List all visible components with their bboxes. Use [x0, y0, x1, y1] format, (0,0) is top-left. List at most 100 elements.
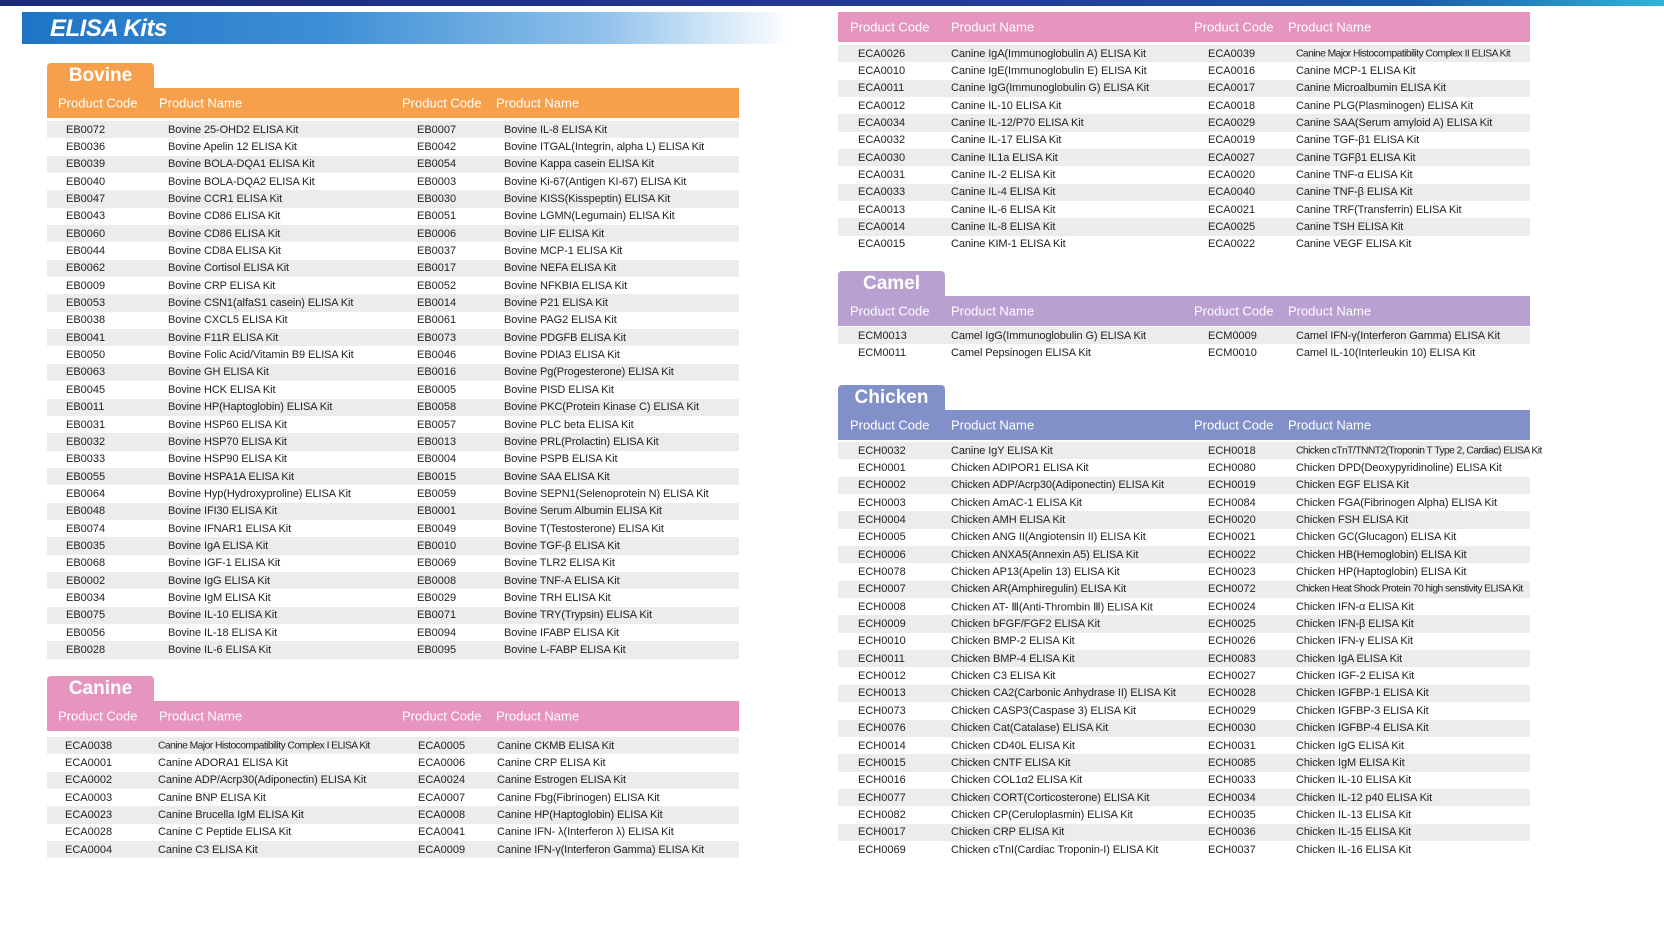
product-name: Chicken HP(Haptoglobin) ELISA Kit [1296, 566, 1467, 579]
product-code: ECA0034 [858, 117, 906, 130]
product-code: ECH0013 [858, 687, 906, 700]
table-row: EB0041 Bovine F11R ELISA Kit EB0073 Bovine … [47, 329, 739, 347]
canine-cont-header-name-2: Product Name [1288, 19, 1372, 35]
product-code: ECH0028 [1208, 687, 1256, 700]
product-code: ECA0004 [65, 843, 113, 856]
camel-header-code-2: Product Code [1194, 303, 1274, 319]
table-row: EB0044 Bovine CD8A ELISA Kit EB0037 Bovine … [47, 242, 739, 259]
product-code: ECA0020 [1208, 169, 1256, 182]
product-name: Chicken Cat(Catalase) ELISA Kit [951, 722, 1109, 735]
product-code: ECH0034 [1208, 791, 1256, 804]
table-row: ECA0012 Canine IL-10 ELISA Kit ECA0018 Cani… [838, 97, 1530, 114]
product-name: Chicken CORT(Corticosterone) ELISA Kit [951, 791, 1150, 804]
product-code: EB0034 [66, 591, 106, 604]
product-name: Bovine F11R ELISA Kit [168, 331, 279, 344]
table-row: EB0034 Bovine IgM ELISA Kit EB0029 Bovine T… [47, 589, 739, 606]
product-code: ECA0014 [858, 221, 906, 234]
product-name: Bovine PLC beta ELISA Kit [504, 418, 634, 431]
product-name: Bovine HSP70 ELISA Kit [168, 435, 287, 448]
product-code: ECH0010 [858, 635, 906, 648]
product-name: Bovine NEFA ELISA Kit [504, 262, 617, 275]
product-name: Canine IL-8 ELISA Kit [951, 221, 1056, 234]
product-name: Chicken CD40L ELISA Kit [951, 739, 1075, 752]
camel-header-name-2: Product Name [1288, 303, 1372, 319]
product-name: Bovine PDIA3 ELISA Kit [504, 349, 620, 362]
product-code: ECA0011 [858, 82, 905, 95]
table-row: ECH0008 Chicken AT- Ⅲ(Anti-Thrombin Ⅲ) EL… [838, 598, 1530, 615]
table-row: ECH0002 Chicken ADP/Acrp30(Adiponectin) E… [838, 476, 1530, 495]
chicken-header-name-1: Product Name [951, 417, 1035, 433]
product-name: Chicken IL-10 ELISA Kit [1296, 774, 1412, 787]
table-row: EB0063 Bovine GH ELISA Kit EB0016 Bovine Pg… [47, 363, 739, 382]
product-code: EB0072 [66, 123, 106, 136]
product-name: Chicken COL1α2 ELISA Kit [951, 774, 1083, 787]
product-code: ECH0026 [1208, 635, 1256, 648]
canine-table: ECA0038 Canine Major Histocompatibility C… [47, 737, 739, 859]
product-code: EB0010 [417, 539, 457, 552]
product-name: Chicken IGFBP-4 ELISA Kit [1296, 722, 1429, 735]
bovine-header-code-2: Product Code [402, 95, 482, 111]
product-code: ECH0036 [1208, 826, 1256, 839]
product-name: Bovine IFI30 ELISA Kit [168, 505, 278, 518]
camel-header-code-1: Product Code [850, 303, 930, 319]
product-name: Canine C Peptide ELISA Kit [158, 826, 292, 839]
product-name: Canine SAA(Serum amyloid A) ELISA Kit [1296, 117, 1493, 130]
product-code: ECH0022 [1208, 548, 1256, 561]
product-code: ECH0003 [858, 496, 906, 509]
table-row: EB0053 Bovine CSN1(alfaS1 casein) ELISA K… [47, 294, 739, 312]
product-code: EB0073 [417, 331, 457, 344]
table-row: ECA0014 Canine IL-8 ELISA Kit ECA0025 Canin… [838, 218, 1530, 236]
table-row: EB0002 Bovine IgG ELISA Kit EB0008 Bovine T… [47, 571, 739, 590]
product-code: EB0009 [66, 279, 106, 292]
product-name: Chicken CASP3(Caspase 3) ELISA Kit [951, 704, 1136, 717]
canine-cont-header-code-2: Product Code [1194, 19, 1274, 35]
table-row: EB0075 Bovine IL-10 ELISA Kit EB0071 Bovine… [47, 606, 739, 624]
product-code: EB0043 [66, 210, 106, 223]
table-row: ECA0038 Canine Major Histocompatibility C… [47, 737, 739, 755]
product-name: Canine IFN-γ(Interferon Gamma) ELISA Kit [497, 843, 704, 856]
product-code: EB0057 [417, 418, 457, 431]
product-code: EB0075 [66, 609, 106, 622]
product-code: ECA0023 [65, 809, 113, 822]
table-row: EB0043 Bovine CD86 ELISA Kit EB0051 Bovine … [47, 208, 739, 225]
product-code: EB0008 [417, 574, 457, 587]
product-code: EB0032 [66, 435, 106, 448]
product-name: Bovine LGMN(Legumain) ELISA Kit [504, 210, 675, 223]
product-name: Chicken EGF ELISA Kit [1296, 479, 1409, 492]
product-name: Bovine IL-6 ELISA Kit [168, 643, 272, 656]
product-name: Bovine TNF-A ELISA Kit [504, 574, 620, 587]
product-name: Bovine PISD ELISA Kit [504, 383, 614, 396]
table-row: EB0062 Bovine Cortisol ELISA Kit EB0017 Bov… [47, 259, 739, 278]
product-code: EB0011 [66, 401, 105, 414]
table-row: ECA0028 Canine C Peptide ELISA Kit ECA0041… [47, 824, 739, 841]
table-row: ECH0011 Chicken BMP-4 ELISA Kit ECH0083 Chi… [838, 650, 1530, 668]
product-code: ECH0015 [858, 756, 906, 769]
table-row: EB0038 Bovine CXCL5 ELISA Kit EB0061 Bovine… [47, 312, 739, 329]
canine-cont-header: Product Code Product Name Product Code P… [838, 12, 1530, 42]
chicken-header-code-1: Product Code [850, 417, 930, 433]
product-code: ECH0005 [858, 531, 906, 544]
product-name: Chicken IGFBP-3 ELISA Kit [1296, 704, 1429, 717]
product-name: Chicken cTnI(Cardiac Troponin-I) ELISA K… [951, 843, 1159, 856]
product-name: Canine IL-6 ELISA Kit [951, 203, 1056, 216]
table-row: EB0035 Bovine IgA ELISA Kit EB0010 Bovine T… [47, 537, 739, 555]
chicken-header-name-2: Product Name [1288, 417, 1372, 433]
product-code: EB0015 [417, 470, 457, 483]
page-title: ELISA Kits [50, 15, 167, 42]
product-code: ECA0038 [65, 739, 113, 752]
product-code: ECA0012 [858, 99, 906, 112]
canine-cont-header-code-1: Product Code [850, 19, 930, 35]
product-code: ECH0077 [858, 791, 906, 804]
table-row: ECH0076 Chicken Cat(Catalase) ELISA Kit EC… [838, 719, 1530, 737]
product-code: EB0056 [66, 626, 106, 639]
product-name: Bovine BOLA-DQA2 ELISA Kit [168, 175, 315, 188]
product-code: ECA0019 [1208, 134, 1256, 147]
table-row: ECA0003 Canine BNP ELISA Kit ECA0007 Canine… [47, 789, 739, 806]
product-code: EB0064 [66, 487, 106, 500]
product-name: Bovine GH ELISA Kit [168, 366, 269, 379]
product-code: EB0005 [417, 383, 457, 396]
product-code: ECH0017 [858, 826, 906, 839]
table-row: EB0040 Bovine BOLA-DQA2 ELISA Kit EB0003 Bo… [47, 173, 739, 190]
product-name: Chicken CNTF ELISA Kit [951, 756, 1071, 769]
table-row: ECA0030 Canine IL1a ELISA Kit ECA0027 Canin… [838, 149, 1530, 167]
